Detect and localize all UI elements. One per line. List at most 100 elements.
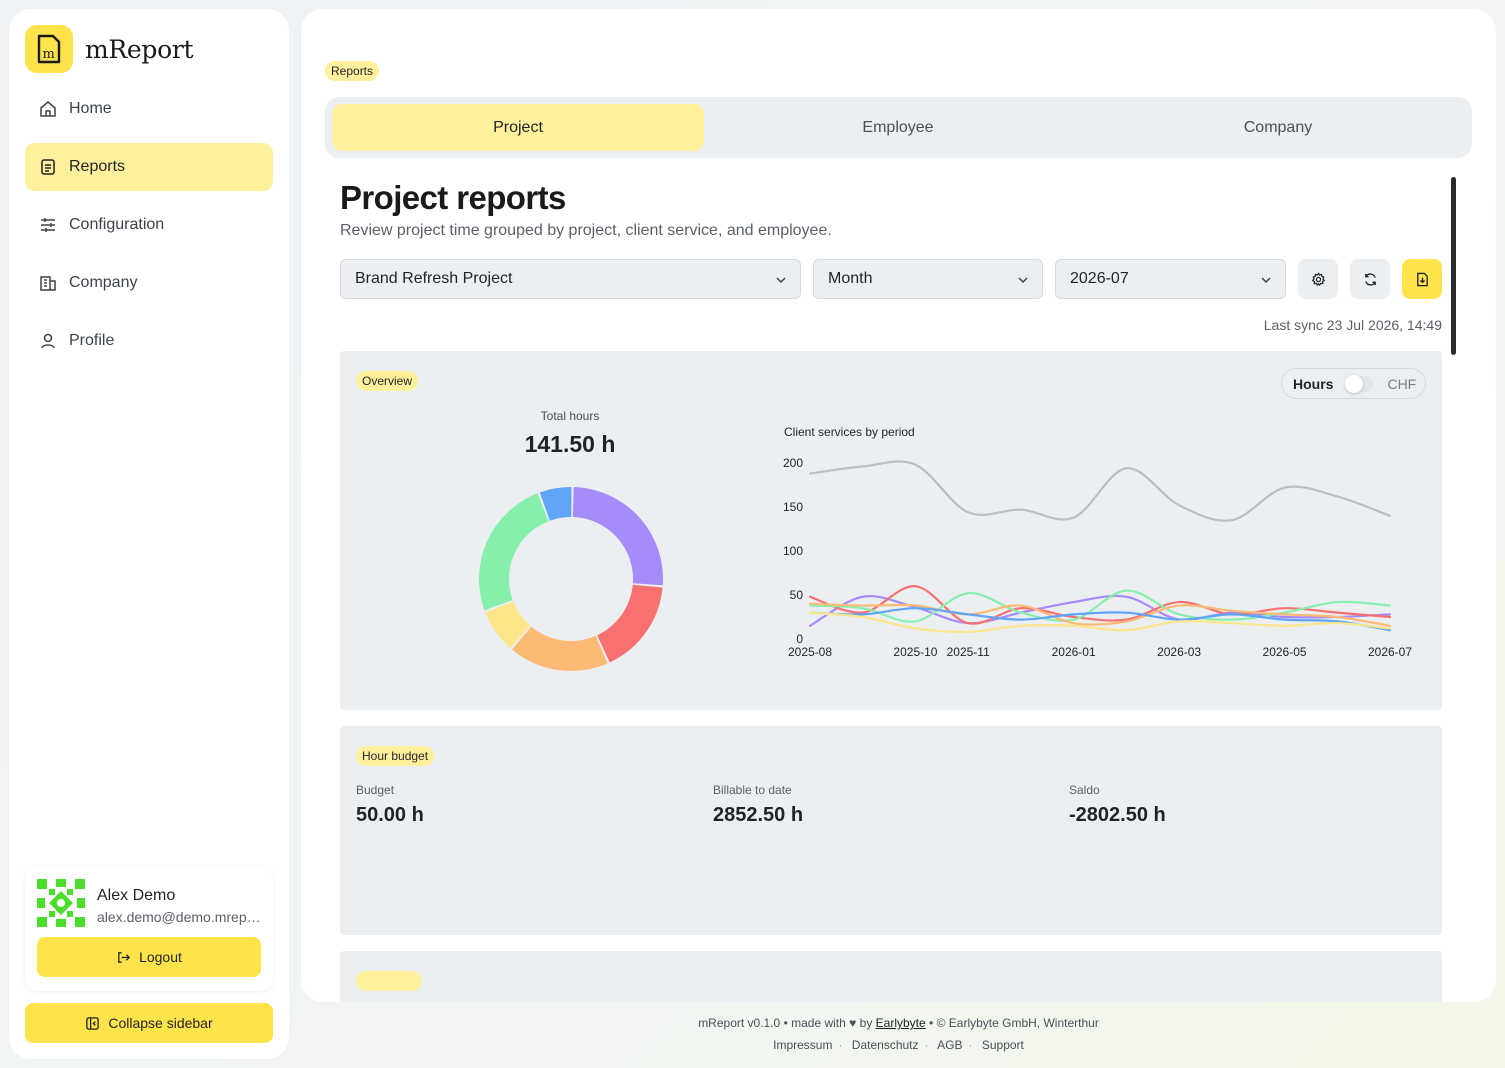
app-name: mReport — [85, 34, 194, 64]
tab-project[interactable]: Project — [332, 104, 704, 151]
user-name: Alex Demo — [97, 887, 176, 904]
export-button[interactable] — [1402, 259, 1442, 299]
line-chart-title: Client services by period — [784, 425, 915, 439]
user-card: Alex Demo alex.demo@demo.mreport.ch Logo… — [25, 867, 273, 991]
next-panel-badge — [356, 971, 422, 991]
report-content: Project reports Review project time grou… — [340, 175, 1442, 1002]
x-tick-label: 2025-08 — [788, 645, 832, 659]
footer-link-agb[interactable]: AGB — [937, 1038, 963, 1052]
x-tick-label: 2025-11 — [947, 645, 990, 659]
period-select[interactable]: 2026-07 — [1055, 259, 1286, 299]
total-hours-label: Total hours — [540, 409, 600, 423]
svg-text:m: m — [43, 47, 55, 62]
footer-version: mReport v0.1.0 — [698, 1016, 781, 1030]
donut-slice-4[interactable] — [479, 493, 549, 611]
series-line-0[interactable] — [808, 460, 1392, 522]
toggle-knob — [1345, 374, 1364, 393]
hour-budget-panel: Hour budget Budget 50.00 h Billable to d… — [340, 726, 1442, 935]
donut-slice-0[interactable] — [572, 487, 663, 586]
collapse-sidebar-label: Collapse sidebar — [108, 1015, 213, 1031]
footer-dot: • — [929, 1016, 937, 1030]
footer-author-link[interactable]: Earlybyte — [875, 1016, 926, 1030]
footer-sep: · — [924, 1038, 929, 1052]
y-tick-label: 0 — [796, 632, 803, 646]
sidebar-item-configuration[interactable]: Configuration — [25, 201, 273, 249]
breadcrumb: Reports — [325, 61, 380, 81]
footer-link-impressum[interactable]: Impressum — [773, 1038, 833, 1052]
granularity-select[interactable]: Month — [813, 259, 1043, 299]
sidebar-item-label: Home — [69, 100, 112, 117]
chevron-down-icon — [1016, 273, 1030, 287]
series-line-6[interactable] — [808, 611, 1392, 634]
billable-label: Billable to date — [713, 783, 792, 797]
y-tick-label: 50 — [790, 588, 804, 602]
sidebar-item-label: Configuration — [69, 216, 165, 233]
hours-chf-toggle[interactable]: Hours CHF — [1281, 368, 1426, 399]
series-line-5[interactable] — [808, 607, 1392, 632]
saldo-label: Saldo — [1069, 783, 1100, 797]
footer-copyright: © Earlybyte GmbH, Winterthur — [936, 1016, 1099, 1030]
x-tick-label: 2026-03 — [1157, 645, 1201, 659]
sidebar-item-label: Reports — [69, 158, 126, 175]
series-line-3[interactable] — [808, 589, 1392, 623]
sidebar-item-reports[interactable]: Reports — [25, 143, 273, 191]
app-logo-icon: m — [25, 25, 73, 73]
refresh-button[interactable] — [1350, 259, 1390, 299]
chevron-down-icon — [774, 273, 788, 287]
gear-icon — [1311, 271, 1326, 287]
footer-made-with: made with — [791, 1016, 846, 1030]
home-icon — [39, 100, 57, 118]
saldo-value: -2802.50 h — [1069, 804, 1166, 826]
budget-value: 50.00 h — [356, 804, 424, 826]
scrollbar[interactable] — [1451, 177, 1456, 355]
series-line-2[interactable] — [808, 585, 1392, 625]
logout-icon — [116, 950, 131, 965]
main-panel: Reports Project Employee Company Project… — [301, 9, 1496, 1002]
reports-icon — [39, 158, 57, 176]
footer-link-support[interactable]: Support — [981, 1038, 1024, 1052]
file-export-icon — [1415, 272, 1430, 287]
overview-panel: Overview Hours CHF Total hours 141.50 h … — [340, 351, 1442, 710]
x-tick-label: 2026-07 — [1368, 645, 1412, 659]
sidebar-item-label: Profile — [69, 332, 115, 349]
project-select-value: Brand Refresh Project — [355, 270, 513, 287]
donut-slice-5[interactable] — [539, 487, 572, 521]
last-sync: Last sync 23 Jul 2026, 14:49 — [1263, 317, 1442, 333]
footer-sep: · — [968, 1038, 973, 1052]
series-line-4[interactable] — [808, 602, 1392, 627]
y-tick-label: 150 — [783, 500, 803, 514]
hour-budget-badge: Hour budget — [356, 746, 435, 766]
footer-line: mReport v0.1.0 • made with ♥ by Earlybyt… — [301, 1016, 1496, 1030]
footer-by: by — [859, 1016, 873, 1030]
donut-slice-2[interactable] — [512, 626, 608, 671]
collapse-sidebar-button[interactable]: Collapse sidebar — [25, 1003, 273, 1043]
total-hours-value: 141.50 h — [524, 431, 616, 457]
logout-button[interactable]: Logout — [37, 937, 261, 977]
tab-employee[interactable]: Employee — [862, 118, 934, 136]
brand[interactable]: m mReport — [25, 25, 194, 73]
sidebar: m mReport Home Reports Configuration — [9, 9, 289, 1059]
refresh-icon — [1363, 272, 1378, 287]
user-email: alex.demo@demo.mreport.ch — [97, 909, 265, 925]
sliders-icon — [39, 216, 57, 234]
toggle-hours-label: Hours — [1293, 375, 1334, 392]
granularity-select-value: Month — [828, 270, 873, 287]
donut-slice-1[interactable] — [597, 584, 663, 663]
footer-dot: • — [783, 1016, 792, 1030]
donut-slice-3[interactable] — [485, 601, 531, 649]
budget-label: Budget — [356, 783, 395, 797]
toggle-switch[interactable] — [1345, 374, 1374, 393]
tab-company[interactable]: Company — [1243, 118, 1313, 136]
x-tick-label: 2026-01 — [1052, 645, 1096, 659]
settings-button[interactable] — [1298, 259, 1338, 299]
sidebar-item-company[interactable]: Company — [25, 259, 273, 307]
project-select[interactable]: Brand Refresh Project — [340, 259, 801, 299]
report-tabs: Project Employee Company — [325, 97, 1472, 158]
sidebar-item-home[interactable]: Home — [25, 85, 273, 133]
footer-link-datenschutz[interactable]: Datenschutz — [851, 1038, 919, 1052]
page-title: Project reports — [340, 179, 566, 216]
avatar — [37, 879, 85, 927]
sidebar-item-profile[interactable]: Profile — [25, 317, 273, 365]
toggle-chf-label: CHF — [1387, 375, 1417, 392]
building-icon — [39, 274, 57, 292]
